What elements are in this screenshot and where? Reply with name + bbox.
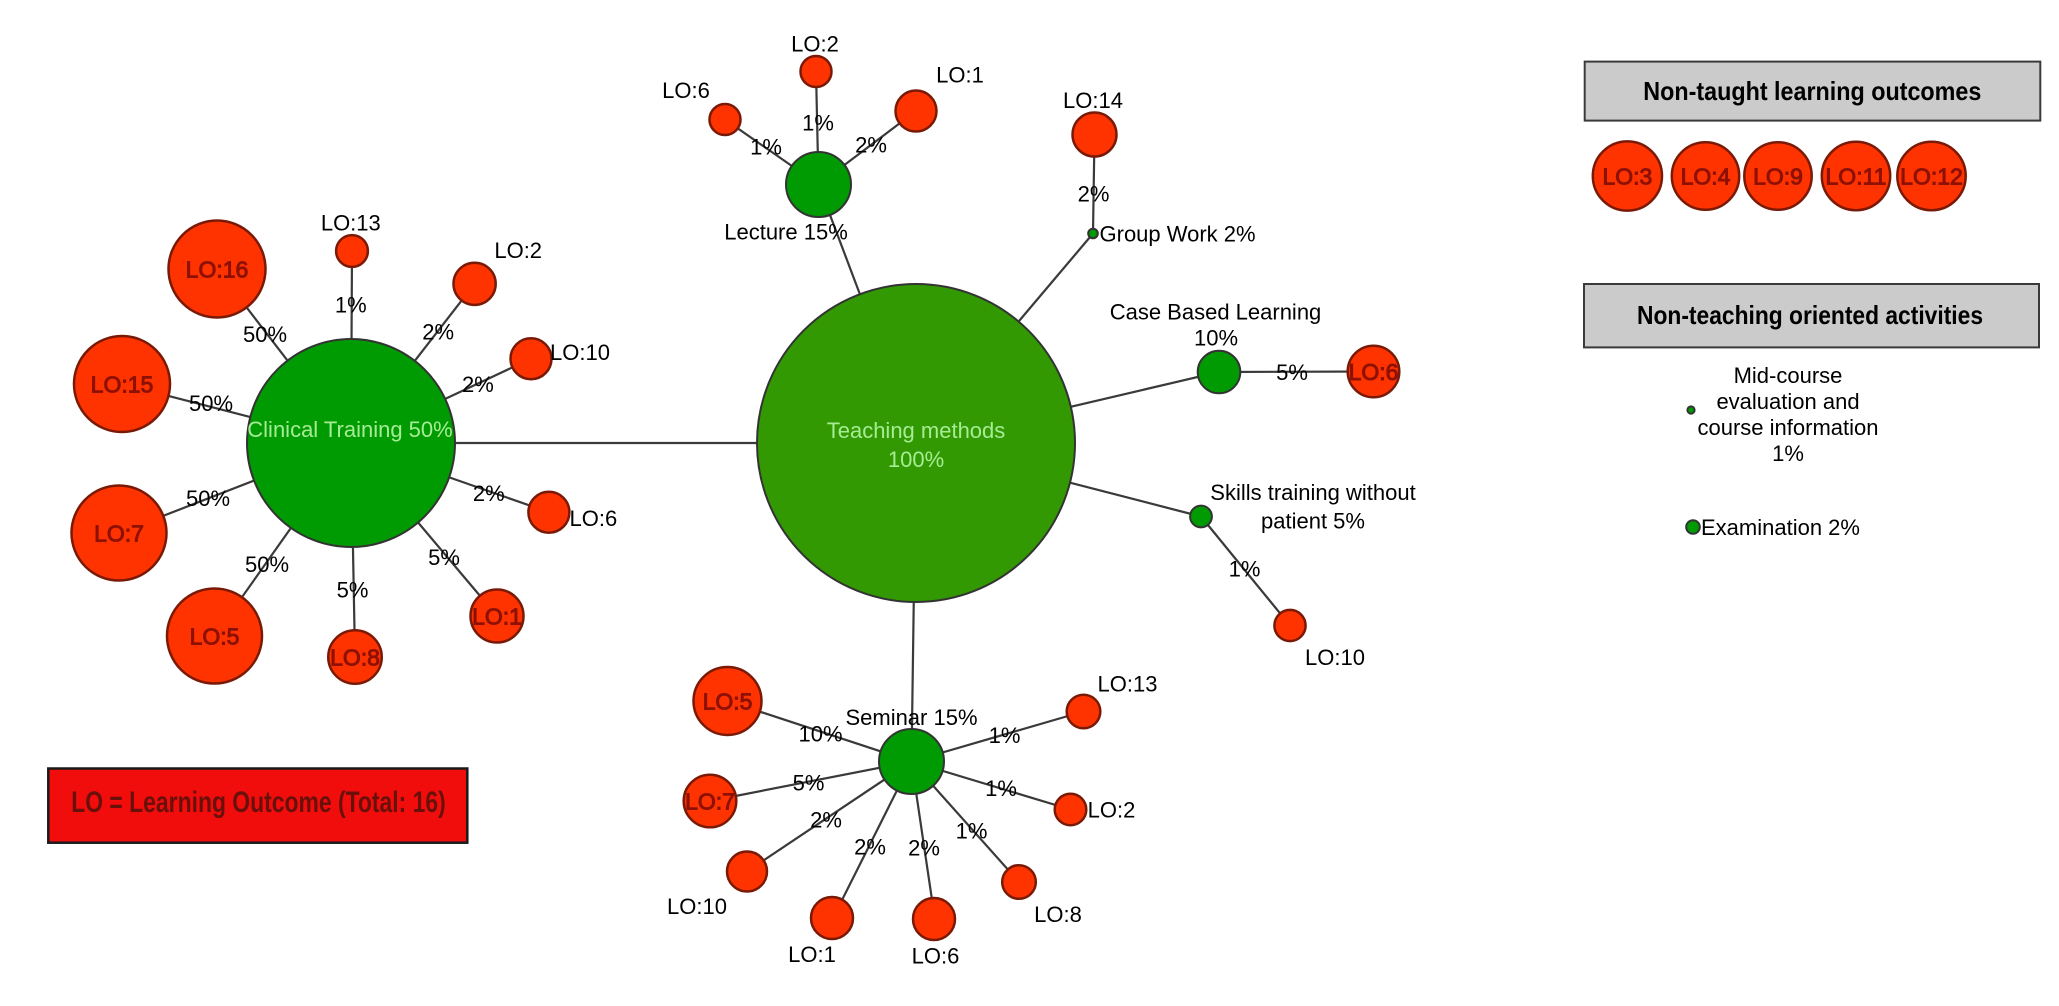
svg-text:LO:1: LO:1	[788, 942, 836, 967]
svg-text:2%: 2%	[908, 836, 940, 861]
svg-text:5%: 5%	[428, 545, 460, 570]
svg-text:1%: 1%	[335, 292, 367, 317]
svg-text:1%: 1%	[985, 776, 1017, 801]
svg-text:2%: 2%	[855, 133, 887, 158]
svg-text:50%: 50%	[245, 552, 289, 577]
svg-text:LO:5: LO:5	[703, 689, 753, 715]
svg-text:50%: 50%	[243, 322, 287, 347]
svg-text:LO:6: LO:6	[662, 78, 710, 103]
svg-text:LO:10: LO:10	[1305, 645, 1365, 670]
svg-text:LO:2: LO:2	[494, 238, 542, 263]
svg-text:Teaching methods: Teaching methods	[827, 418, 1006, 443]
svg-text:LO:6: LO:6	[912, 944, 960, 969]
svg-text:LO:1: LO:1	[936, 63, 984, 88]
svg-text:10%: 10%	[798, 722, 842, 747]
svg-text:Case Based Learning: Case Based Learning	[1110, 300, 1322, 325]
svg-text:Clinical Training 50%: Clinical Training 50%	[247, 417, 452, 442]
svg-text:1%: 1%	[750, 135, 782, 160]
svg-text:Mid-course: Mid-course	[1734, 363, 1843, 388]
svg-text:1%: 1%	[989, 723, 1021, 748]
svg-text:1%: 1%	[1229, 557, 1261, 582]
svg-text:1%: 1%	[802, 111, 834, 136]
svg-text:LO:3: LO:3	[1602, 164, 1652, 190]
svg-text:patient 5%: patient 5%	[1261, 509, 1365, 534]
svg-text:Non-taught learning outcomes: Non-taught learning outcomes	[1643, 76, 1981, 106]
svg-text:LO:1: LO:1	[472, 604, 522, 630]
svg-text:LO:4: LO:4	[1681, 164, 1731, 190]
svg-text:Group Work 2%: Group Work 2%	[1100, 222, 1256, 247]
svg-text:LO:9: LO:9	[1753, 164, 1803, 190]
svg-text:Non-teaching oriented activiti: Non-teaching oriented activities	[1637, 300, 1983, 330]
svg-text:1%: 1%	[956, 819, 988, 844]
svg-text:5%: 5%	[1276, 360, 1308, 385]
svg-text:2%: 2%	[810, 808, 842, 833]
svg-text:LO:2: LO:2	[791, 32, 839, 57]
svg-text:evaluation and: evaluation and	[1716, 389, 1859, 414]
svg-text:LO = Learning Outcome (Total:: LO = Learning Outcome (Total: 16)	[71, 786, 446, 819]
svg-text:2%: 2%	[462, 372, 494, 397]
svg-text:Examination 2%: Examination 2%	[1701, 515, 1860, 540]
svg-text:LO:8: LO:8	[1034, 902, 1082, 927]
svg-text:5%: 5%	[793, 771, 825, 796]
svg-text:LO:15: LO:15	[91, 372, 154, 398]
svg-text:2%: 2%	[1078, 182, 1110, 207]
svg-text:50%: 50%	[186, 486, 230, 511]
svg-text:LO:7: LO:7	[685, 789, 735, 815]
svg-text:1%: 1%	[1772, 441, 1804, 466]
svg-text:LO:10: LO:10	[550, 340, 610, 365]
svg-text:LO:2: LO:2	[1088, 798, 1136, 823]
svg-text:Skills training without: Skills training without	[1210, 480, 1415, 505]
svg-text:2%: 2%	[854, 835, 886, 860]
svg-text:LO:14: LO:14	[1063, 88, 1123, 113]
svg-text:2%: 2%	[473, 481, 505, 506]
svg-text:LO:6: LO:6	[570, 506, 618, 531]
svg-text:10%: 10%	[1194, 326, 1238, 351]
svg-text:LO:16: LO:16	[186, 257, 249, 283]
svg-text:course information: course information	[1698, 415, 1879, 440]
svg-text:LO:7: LO:7	[94, 521, 144, 547]
svg-text:50%: 50%	[189, 391, 233, 416]
svg-text:2%: 2%	[422, 319, 454, 344]
svg-text:Seminar 15%: Seminar 15%	[845, 705, 977, 730]
svg-text:LO:11: LO:11	[1826, 164, 1887, 190]
svg-text:LO:8: LO:8	[330, 645, 380, 671]
svg-text:LO:5: LO:5	[190, 624, 240, 650]
svg-text:Lecture 15%: Lecture 15%	[724, 220, 848, 245]
svg-text:LO:10: LO:10	[667, 894, 727, 919]
svg-text:100%: 100%	[888, 447, 944, 472]
svg-text:LO:13: LO:13	[1098, 672, 1158, 697]
svg-text:LO:13: LO:13	[321, 211, 381, 236]
svg-text:LO:6: LO:6	[1349, 359, 1399, 385]
svg-text:LO:12: LO:12	[1900, 164, 1963, 190]
svg-text:5%: 5%	[337, 578, 369, 603]
